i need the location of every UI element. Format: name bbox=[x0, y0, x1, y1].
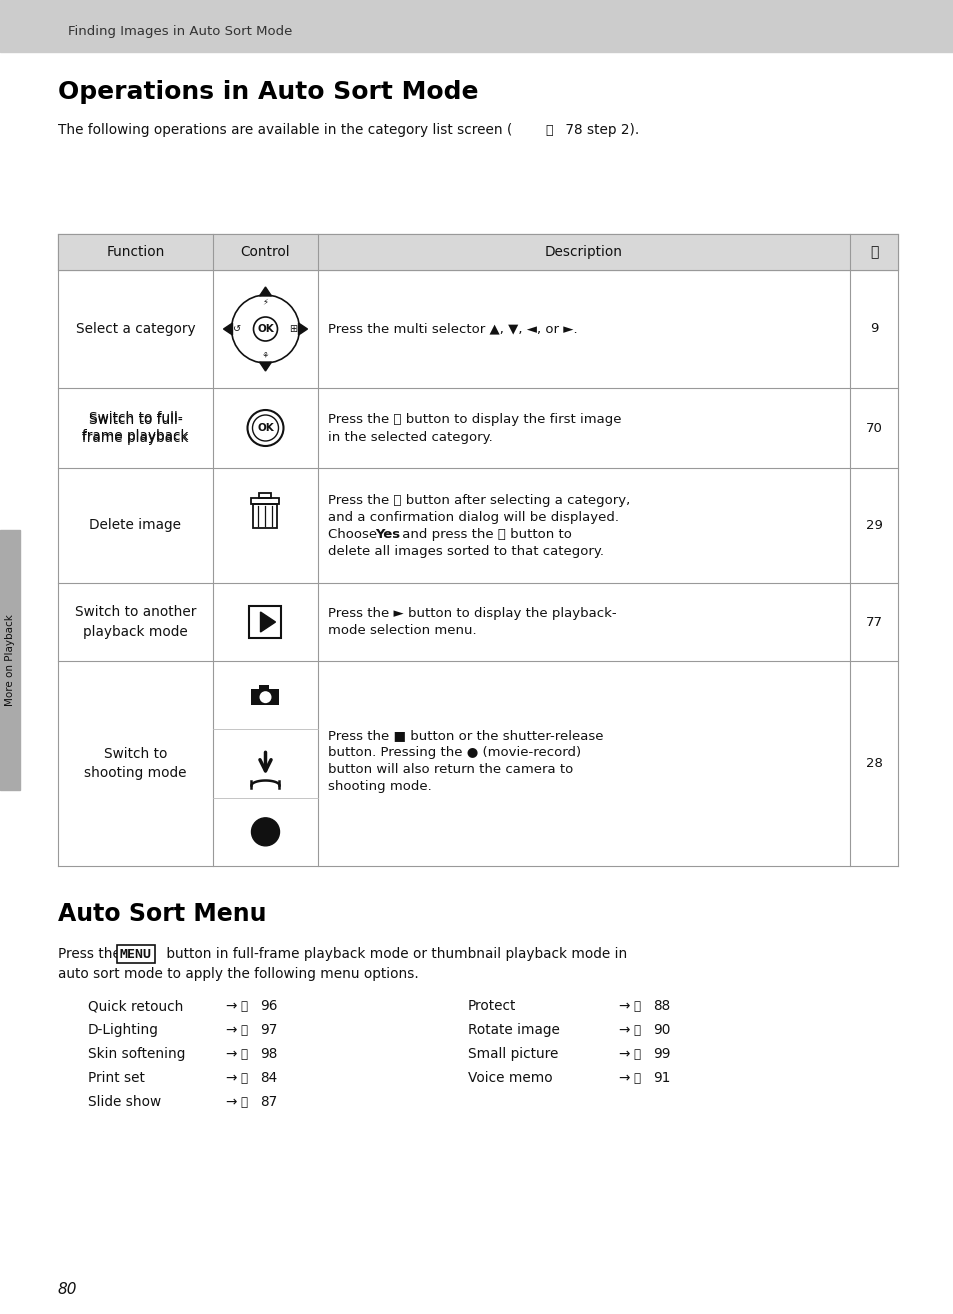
Text: Quick retouch: Quick retouch bbox=[88, 999, 183, 1013]
Text: 28: 28 bbox=[864, 757, 882, 770]
Text: 70: 70 bbox=[864, 422, 882, 435]
Text: 91: 91 bbox=[652, 1071, 670, 1085]
Text: Delete image: Delete image bbox=[90, 519, 181, 532]
Text: →: → bbox=[225, 1095, 236, 1109]
Text: Switch to
shooting mode: Switch to shooting mode bbox=[84, 746, 187, 781]
Text: →: → bbox=[225, 1047, 236, 1060]
Text: →: → bbox=[618, 1071, 629, 1085]
Text: 87: 87 bbox=[260, 1095, 277, 1109]
Text: 📖: 📖 bbox=[633, 1024, 639, 1037]
Bar bbox=[252, 498, 279, 503]
Bar bbox=[0, 530, 20, 790]
Text: 📖: 📖 bbox=[240, 1024, 247, 1037]
Text: 96: 96 bbox=[260, 999, 277, 1013]
Bar bbox=[259, 493, 272, 498]
Bar bbox=[253, 503, 277, 527]
Text: Press the ► button to display the playback-
mode selection menu.: Press the ► button to display the playba… bbox=[328, 607, 616, 637]
Polygon shape bbox=[259, 286, 272, 296]
Text: 📖: 📖 bbox=[633, 1071, 639, 1084]
Text: OK: OK bbox=[257, 325, 274, 334]
Text: and press the Ⓜ button to: and press the Ⓜ button to bbox=[397, 528, 571, 541]
Text: Press the Ⓣ button after selecting a category,: Press the Ⓣ button after selecting a cat… bbox=[328, 494, 630, 507]
Text: button will also return the camera to: button will also return the camera to bbox=[328, 763, 573, 777]
Text: The following operations are available in the category list screen (: The following operations are available i… bbox=[58, 124, 512, 137]
Text: Skin softening: Skin softening bbox=[88, 1047, 185, 1060]
Text: ⚘: ⚘ bbox=[261, 352, 269, 360]
Text: →: → bbox=[225, 999, 236, 1013]
Text: shooting mode.: shooting mode. bbox=[328, 781, 432, 794]
Text: →: → bbox=[225, 1024, 236, 1037]
Text: 📖: 📖 bbox=[633, 1047, 639, 1060]
Text: →: → bbox=[618, 1047, 629, 1060]
Text: →: → bbox=[618, 999, 629, 1013]
Text: 97: 97 bbox=[260, 1024, 277, 1037]
Text: D-Lighting: D-Lighting bbox=[88, 1024, 159, 1037]
Text: 29: 29 bbox=[864, 519, 882, 532]
Text: Press the: Press the bbox=[58, 947, 125, 961]
Text: Print set: Print set bbox=[88, 1071, 145, 1085]
Text: Yes: Yes bbox=[375, 528, 399, 541]
Text: Select a category: Select a category bbox=[75, 322, 195, 336]
Polygon shape bbox=[259, 361, 272, 371]
Text: 📖: 📖 bbox=[544, 124, 552, 137]
Polygon shape bbox=[298, 323, 307, 335]
Text: 77: 77 bbox=[864, 615, 882, 628]
Text: Rotate image: Rotate image bbox=[468, 1024, 559, 1037]
Text: Press the ■ button or the shutter-release: Press the ■ button or the shutter-releas… bbox=[328, 729, 603, 742]
Circle shape bbox=[252, 817, 279, 846]
Bar bbox=[58, 234, 897, 269]
Text: 9: 9 bbox=[869, 322, 878, 335]
Bar bbox=[259, 685, 269, 690]
Text: 80: 80 bbox=[58, 1282, 77, 1297]
Text: Press the multi selector ▲, ▼, ◄, or ►.: Press the multi selector ▲, ▼, ◄, or ►. bbox=[328, 322, 577, 335]
Text: OK: OK bbox=[257, 423, 274, 434]
Text: 90: 90 bbox=[652, 1024, 670, 1037]
Text: MENU: MENU bbox=[120, 947, 152, 961]
Text: 98: 98 bbox=[260, 1047, 277, 1060]
Text: 88: 88 bbox=[652, 999, 670, 1013]
Text: Finding Images in Auto Sort Mode: Finding Images in Auto Sort Mode bbox=[68, 25, 292, 38]
Text: More on Playback: More on Playback bbox=[5, 614, 15, 706]
Text: Operations in Auto Sort Mode: Operations in Auto Sort Mode bbox=[58, 80, 478, 104]
Text: Switch to full-
frame playback: Switch to full- frame playback bbox=[82, 413, 189, 443]
Bar bbox=[250, 606, 281, 639]
Text: Control: Control bbox=[240, 244, 290, 259]
Text: Choose: Choose bbox=[328, 528, 381, 541]
Text: Protect: Protect bbox=[468, 999, 516, 1013]
Text: 📖: 📖 bbox=[240, 1000, 247, 1013]
Text: Voice memo: Voice memo bbox=[468, 1071, 552, 1085]
Text: Press the Ⓜ button to display the first image
in the selected category.: Press the Ⓜ button to display the first … bbox=[328, 413, 620, 444]
Text: 📖: 📖 bbox=[633, 1000, 639, 1013]
Text: Switch to another
playback mode: Switch to another playback mode bbox=[74, 606, 196, 639]
Text: button. Pressing the ● (movie-record): button. Pressing the ● (movie-record) bbox=[328, 746, 580, 759]
Text: Function: Function bbox=[106, 244, 165, 259]
Text: 📖: 📖 bbox=[240, 1096, 247, 1109]
Text: 📖: 📖 bbox=[240, 1071, 247, 1084]
Text: →: → bbox=[225, 1071, 236, 1085]
Text: and a confirmation dialog will be displayed.: and a confirmation dialog will be displa… bbox=[328, 511, 618, 524]
Text: Description: Description bbox=[544, 244, 622, 259]
Text: 78 step 2).: 78 step 2). bbox=[560, 124, 639, 137]
Polygon shape bbox=[260, 612, 275, 632]
Bar bbox=[252, 689, 279, 706]
Text: ⚡: ⚡ bbox=[262, 297, 268, 306]
Bar bbox=[0, 0, 953, 53]
Polygon shape bbox=[223, 323, 233, 335]
Text: delete all images sorted to that category.: delete all images sorted to that categor… bbox=[328, 545, 603, 558]
Text: →: → bbox=[618, 1024, 629, 1037]
Text: Small picture: Small picture bbox=[468, 1047, 558, 1060]
Circle shape bbox=[259, 691, 272, 703]
Text: Switch to full-
frame playback: Switch to full- frame playback bbox=[82, 411, 189, 444]
Text: ↺: ↺ bbox=[233, 325, 241, 334]
Text: 84: 84 bbox=[260, 1071, 277, 1085]
Text: Slide show: Slide show bbox=[88, 1095, 161, 1109]
Text: auto sort mode to apply the following menu options.: auto sort mode to apply the following me… bbox=[58, 967, 418, 982]
Text: 99: 99 bbox=[652, 1047, 670, 1060]
Text: Auto Sort Menu: Auto Sort Menu bbox=[58, 901, 266, 926]
Text: 📖: 📖 bbox=[240, 1047, 247, 1060]
Text: button in full-frame playback mode or thumbnail playback mode in: button in full-frame playback mode or th… bbox=[162, 947, 626, 961]
Text: 📖: 📖 bbox=[869, 244, 878, 259]
Text: ⊞: ⊞ bbox=[289, 325, 297, 334]
